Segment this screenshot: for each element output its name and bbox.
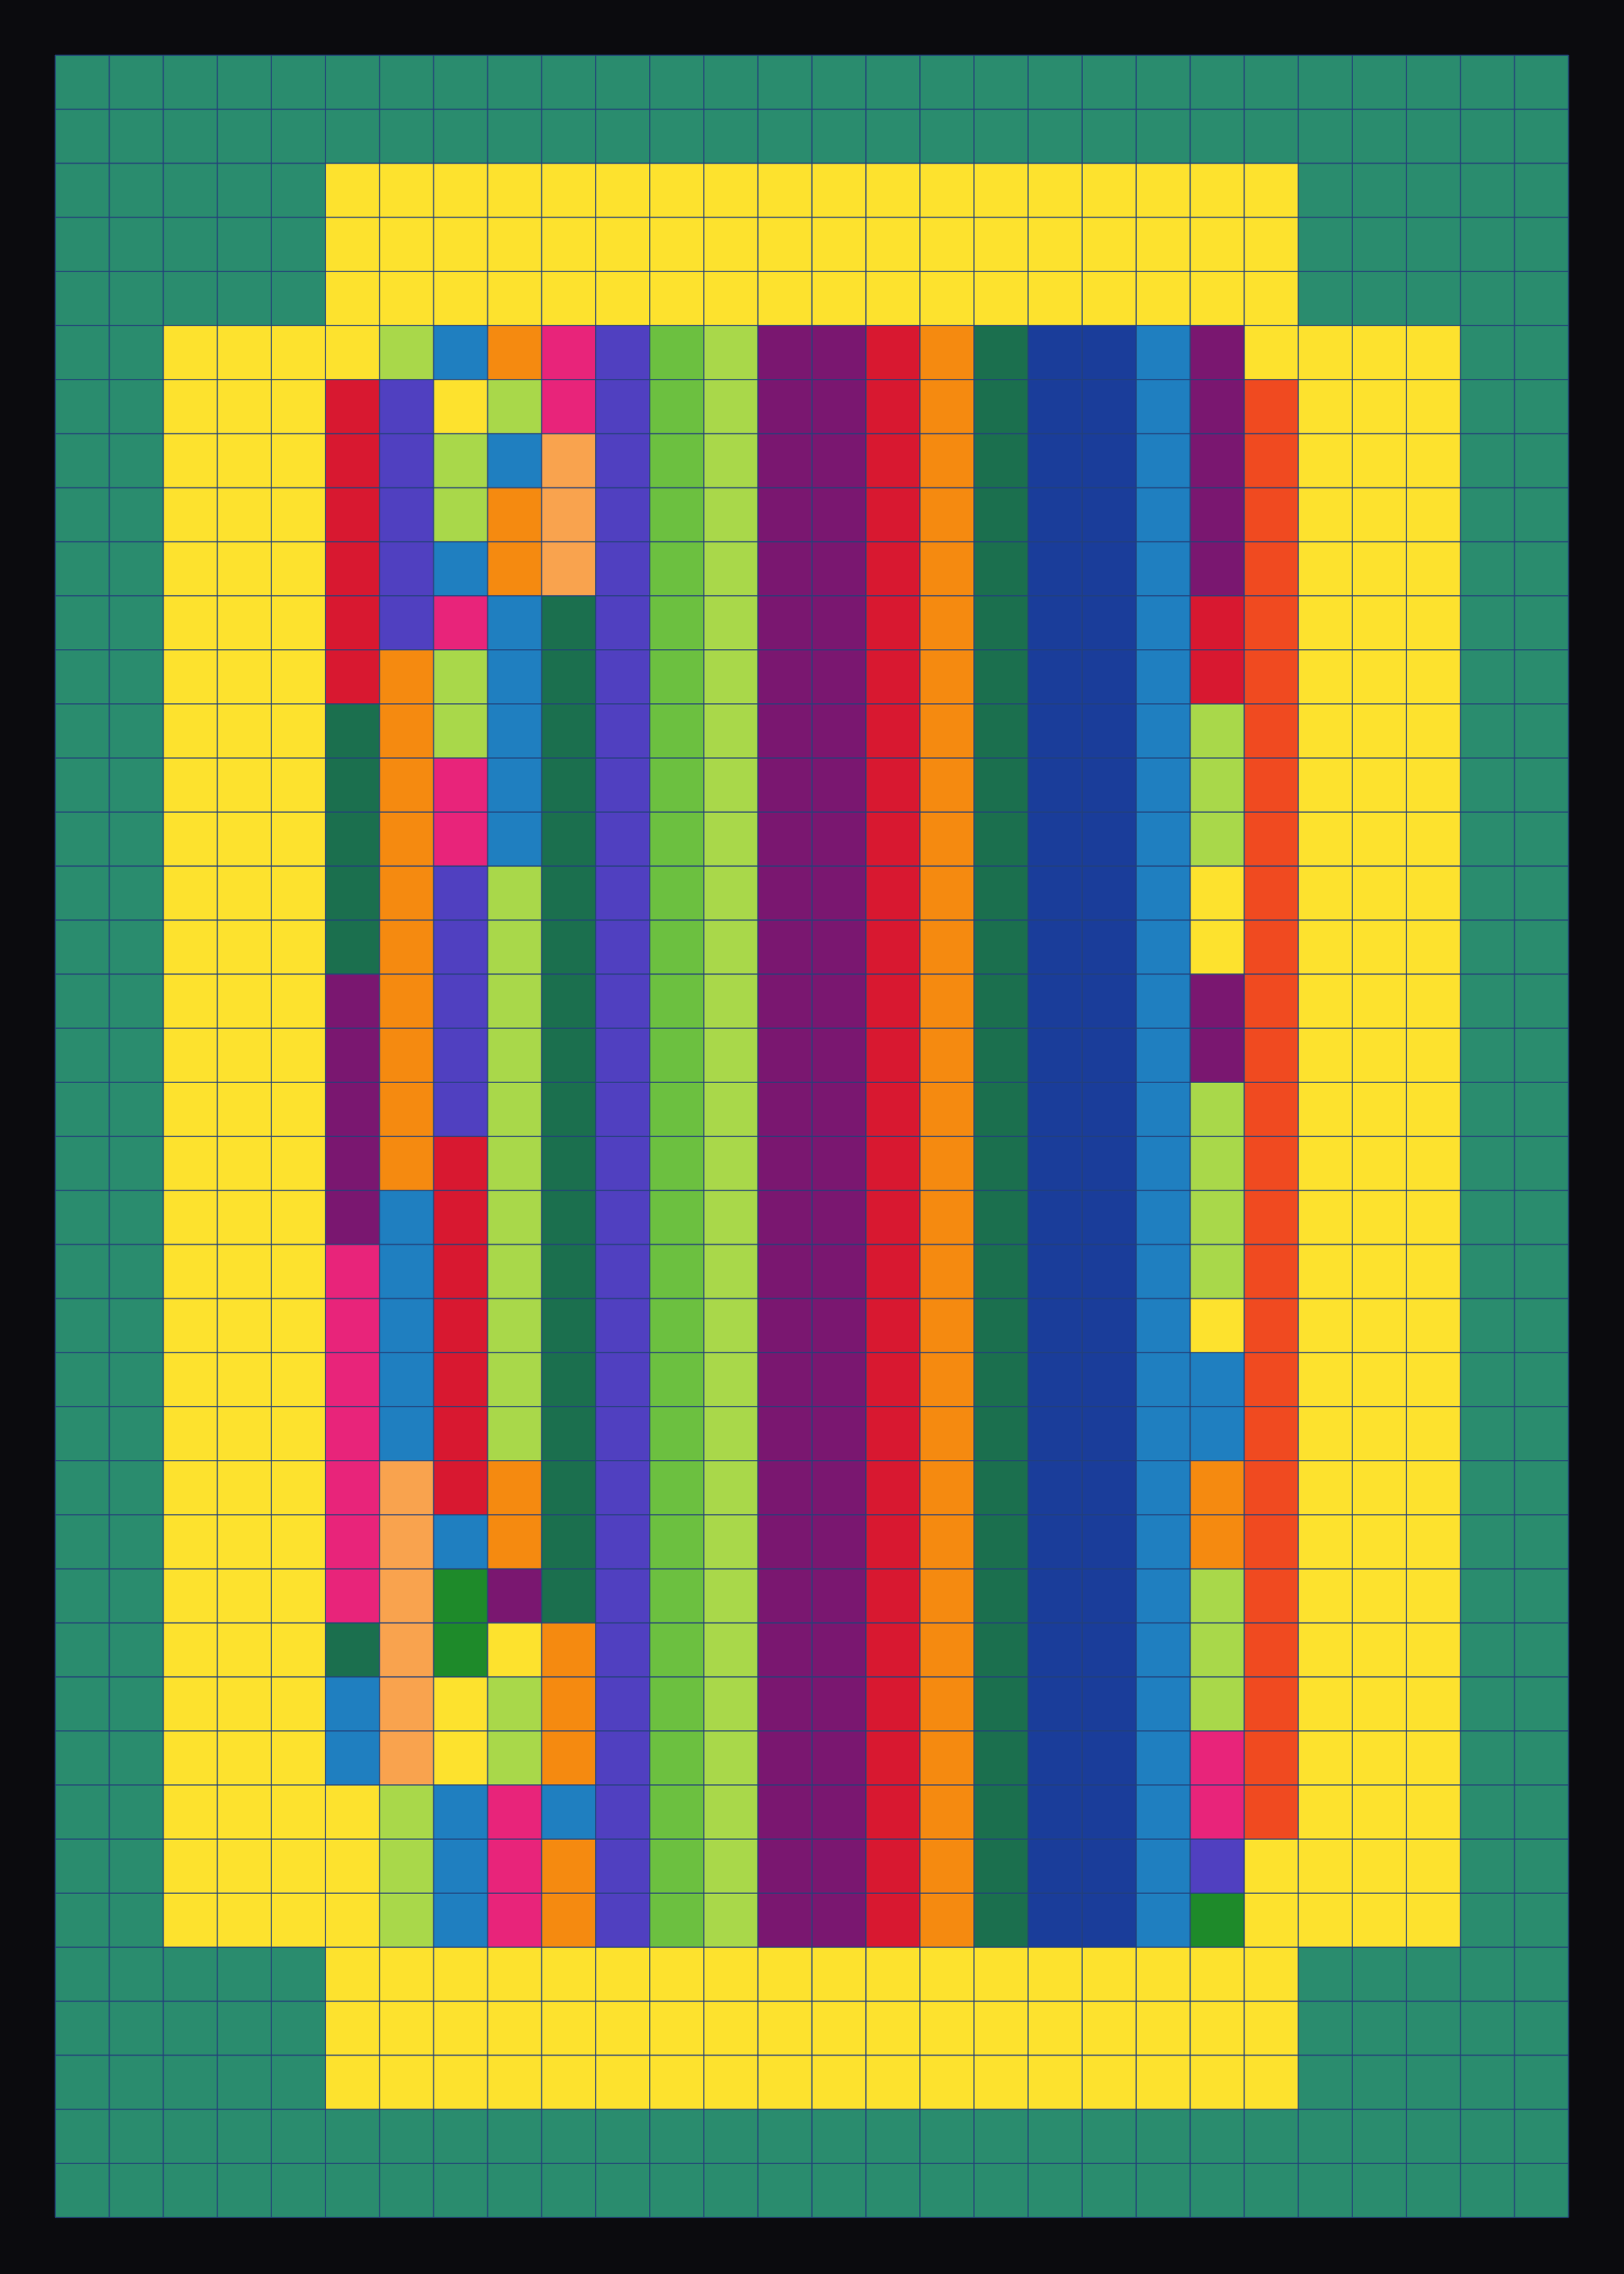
stripe-segment — [1190, 326, 1245, 596]
stripe-segment — [487, 1622, 542, 1677]
stripe-segment — [379, 326, 434, 380]
stripe-segment — [541, 1622, 596, 1785]
stripe-segment — [325, 1622, 380, 1677]
stripe-segment — [433, 866, 488, 1136]
stripe-segment — [487, 596, 542, 866]
stripe-segment — [1190, 1568, 1245, 1731]
stripe-segment — [433, 326, 488, 380]
stripe-segment — [325, 1244, 380, 1623]
stripe-segment — [379, 1190, 434, 1461]
stripe-segment — [433, 541, 488, 596]
stripe-segment — [487, 379, 542, 434]
stripe-segment — [1244, 379, 1299, 1839]
grid — [54, 54, 1569, 2219]
stripe-segment — [379, 379, 434, 650]
stripe-segment — [325, 704, 380, 975]
stripe-segment — [433, 1514, 488, 1569]
stripe-segment — [1190, 1298, 1245, 1353]
stripe-segment — [487, 433, 542, 488]
stripe-segment — [433, 379, 488, 434]
stripe-segment — [325, 974, 380, 1245]
stripe-segment — [1190, 1839, 1245, 1893]
stripe-segment — [433, 1136, 488, 1515]
stripe-segment — [487, 866, 542, 1461]
stripe-segment — [1190, 1893, 1245, 1947]
stripe-segment — [487, 1785, 542, 1947]
stripe-segment — [433, 1785, 488, 1947]
stripe-segment — [487, 326, 542, 380]
stripe-segment — [541, 1785, 596, 1839]
stripe-segment — [433, 596, 488, 650]
stripe-segment — [1190, 704, 1245, 866]
stripe-segment — [487, 1568, 542, 1623]
stripe-segment — [541, 433, 596, 596]
stripe-segment — [541, 596, 596, 1623]
stripe-segment — [379, 1785, 434, 1947]
